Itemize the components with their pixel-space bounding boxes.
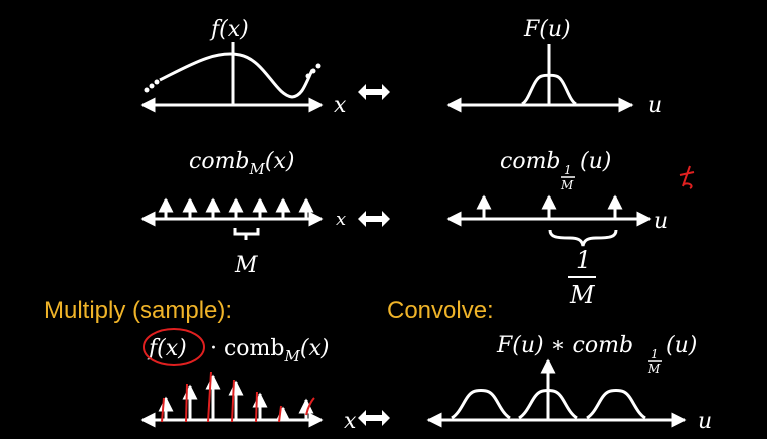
continuation-dots — [144, 63, 321, 93]
comb-term: · combM(x) — [210, 336, 329, 365]
convolution-expr: F(u) ∗ comb — [496, 333, 633, 358]
spacing-label: M — [234, 253, 258, 278]
double-arrow-icon — [358, 84, 390, 100]
row3-left-plot: f(x) · combM(x) x — [140, 328, 357, 434]
conv-expr-arg: (u) — [666, 333, 697, 358]
multiply-label: Multiply (sample): — [44, 297, 232, 324]
spacing-bracket — [233, 228, 260, 240]
conv-frac-denominator: M — [647, 362, 661, 376]
f-of-x-label: f(x) — [209, 17, 249, 42]
u-axis-label: u — [648, 93, 662, 118]
comb-label-base: comb — [500, 149, 561, 174]
u-axis-label: u — [698, 409, 712, 434]
u-axis-label: u — [654, 209, 668, 234]
row1-left-plot: f(x) x — [140, 17, 347, 118]
x-axis-label: x — [334, 93, 347, 118]
comb-frac-denominator: M — [560, 178, 574, 192]
comb-impulses — [476, 194, 623, 219]
spacing-brace — [548, 229, 618, 247]
signal-curve — [159, 52, 314, 99]
row2-right-plot: 1 M comb 1 M (u) u — [446, 149, 668, 309]
x-axis-label: x — [336, 209, 346, 230]
spacing-denominator: M — [569, 281, 596, 309]
star-annotation-icon — [679, 165, 695, 189]
spectrum-curve — [521, 73, 577, 106]
replicated-spectra — [451, 389, 646, 420]
sampled-impulses — [158, 374, 314, 422]
comb-impulses — [158, 197, 314, 219]
double-arrow-icon — [358, 410, 390, 426]
row2-left-plot: M combM(x) x — [140, 149, 346, 278]
F-of-u-label: F(u) — [523, 17, 571, 42]
comb-label-arg: (u) — [580, 149, 611, 174]
double-arrow-icon — [358, 211, 390, 227]
f-of-x-term: f(x) — [147, 336, 187, 361]
x-axis-label: x — [344, 409, 357, 434]
red-sketch-annotation — [161, 371, 315, 423]
comb-frac-numerator: 1 — [564, 163, 572, 177]
circle-annotation — [143, 328, 205, 366]
comb-label: combM(x) — [189, 149, 294, 178]
spacing-numerator: 1 — [576, 246, 591, 274]
conv-frac-numerator: 1 — [651, 347, 659, 361]
row3-right-plot: F(u) ∗ comb 1 M (u) u — [426, 333, 712, 434]
convolve-label: Convolve: — [387, 297, 494, 324]
row1-right-plot: F(u) u — [446, 17, 662, 118]
